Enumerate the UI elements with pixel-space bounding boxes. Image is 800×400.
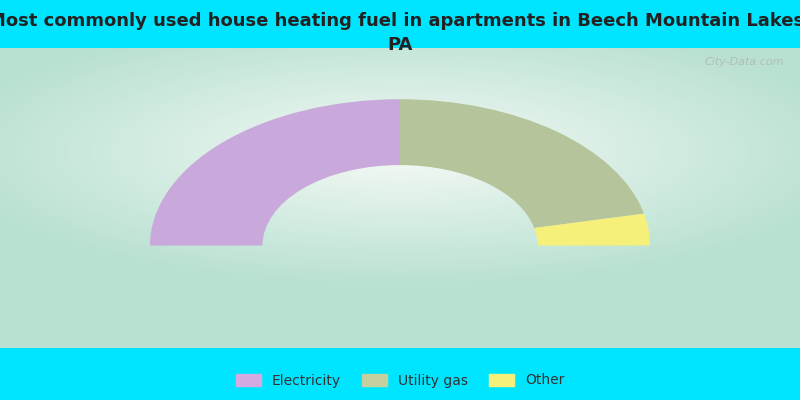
Wedge shape (150, 99, 400, 246)
Wedge shape (534, 214, 650, 246)
Wedge shape (400, 99, 644, 228)
Legend: Electricity, Utility gas, Other: Electricity, Utility gas, Other (230, 368, 570, 393)
Text: City-Data.com: City-Data.com (705, 57, 784, 67)
Text: Most commonly used house heating fuel in apartments in Beech Mountain Lakes,
PA: Most commonly used house heating fuel in… (0, 12, 800, 54)
